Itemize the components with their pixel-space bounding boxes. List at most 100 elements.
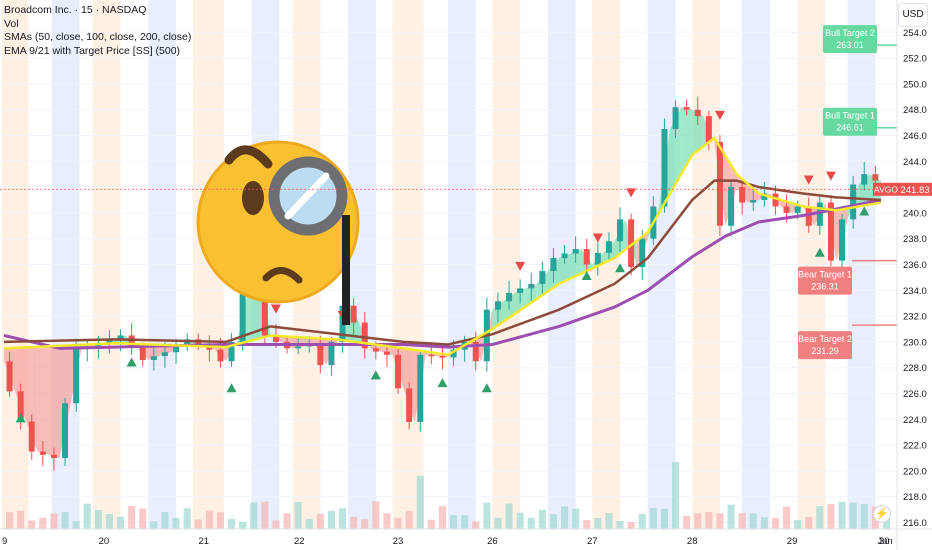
candle-body — [672, 107, 679, 130]
volume-bar — [216, 512, 224, 529]
buy-signal-marker — [581, 271, 592, 281]
volume-bar — [183, 508, 191, 529]
candle-body — [661, 129, 668, 207]
sell-signal-marker — [714, 110, 725, 120]
legend-vol[interactable]: Vol — [4, 17, 19, 30]
volume-bar — [738, 513, 746, 529]
volume-bar — [294, 501, 302, 529]
volume-bar — [61, 511, 69, 529]
candle-body — [861, 174, 868, 185]
candle-body — [506, 292, 513, 302]
time-tick-label: 20 — [99, 536, 110, 547]
ribbon-segment — [37, 346, 49, 455]
candle-body — [739, 187, 746, 203]
monocle-face-emoji — [196, 140, 360, 325]
price-tick-label: 228.0 — [903, 363, 927, 374]
currency-button[interactable]: USD — [898, 3, 928, 27]
sell-signal-marker — [803, 175, 814, 185]
legend-smas[interactable]: SMAs (50, close, 100, close, 200, close) — [4, 31, 192, 43]
candle-body — [50, 454, 57, 459]
volume-bar — [117, 516, 125, 529]
time-tick-label: 30 — [879, 536, 890, 547]
volume-bar — [705, 512, 713, 529]
candle-body — [128, 335, 135, 348]
volume-bar — [472, 521, 480, 529]
price-tick-label: 254.0 — [903, 28, 927, 39]
volume-bar — [860, 504, 868, 529]
candle-body — [472, 341, 479, 362]
buy-signal-marker — [481, 383, 492, 393]
price-tick-label: 238.0 — [903, 234, 927, 245]
candle-body — [295, 346, 302, 349]
volume-bar — [794, 520, 802, 529]
price-axis[interactable]: 216.0 218.0 220.0 222.0 224.0 226.0 228.0 230.0… — [903, 28, 927, 529]
candle-body — [594, 252, 601, 265]
volume-bar — [816, 506, 824, 529]
price-tick-label: 222.0 — [903, 441, 927, 452]
lightning-icon[interactable]: ⚡ — [873, 505, 891, 523]
price-tick-label: 240.0 — [903, 208, 927, 219]
price-tick-label: 246.0 — [903, 131, 927, 142]
volume-bar — [594, 518, 602, 529]
legend-ema[interactable]: EMA 9/21 with Target Price [SS] (500) — [4, 44, 181, 57]
candle-body — [617, 219, 624, 242]
volume-bar — [194, 519, 202, 529]
buy-signal-marker — [615, 263, 626, 273]
price-tick-label: 226.0 — [903, 389, 927, 400]
volume-bar — [150, 521, 158, 529]
volume-bar — [39, 517, 47, 529]
candle-body — [750, 199, 757, 203]
volume-bar — [128, 505, 136, 529]
volume-bar — [538, 509, 546, 529]
volume-bar — [549, 514, 557, 529]
bear-target-box — [798, 331, 852, 360]
volume-bar — [350, 516, 358, 529]
price-tick-label: 252.0 — [903, 54, 927, 65]
candle-body — [395, 354, 402, 389]
candle-body — [827, 202, 834, 261]
target-value: 246.61 — [836, 123, 864, 133]
volume-bar — [672, 461, 680, 529]
ribbon-segment — [559, 253, 571, 284]
time-tick-label: 28 — [687, 536, 698, 547]
symbol-title[interactable]: Broadcom Inc. · 15 · NASDAQ — [4, 4, 147, 16]
volume-bar — [505, 503, 513, 529]
candle-body — [572, 249, 579, 254]
volume-bar — [339, 508, 347, 529]
time-tick-label: 27 — [587, 536, 598, 547]
price-tick-label: 236.0 — [903, 260, 927, 271]
price-tick-label: 218.0 — [903, 492, 927, 503]
target-price-lines: Bull Target 2 263.01 Bull Target 1 246.61 Be… — [798, 25, 897, 360]
volume-bar — [849, 502, 857, 529]
volume-bar — [494, 517, 502, 529]
candle-body — [361, 322, 368, 349]
volume-bar — [172, 517, 180, 529]
candle-body — [772, 193, 779, 207]
volume-bar — [205, 510, 213, 529]
price-grid — [0, 31, 897, 524]
price-tick-label: 224.0 — [903, 415, 927, 426]
candle-body — [383, 351, 390, 355]
volume-bar — [683, 515, 691, 529]
price-tick-label: 248.0 — [903, 105, 927, 116]
volume-bar — [239, 521, 247, 529]
volume-bar — [316, 513, 324, 529]
candle-body — [117, 335, 124, 340]
volume-bar — [383, 513, 391, 529]
volume-bar — [561, 506, 569, 529]
candle-body — [28, 421, 35, 452]
price-tick-label: 232.0 — [903, 312, 927, 323]
candle-body — [761, 193, 768, 200]
volume-bar — [838, 501, 846, 529]
candle-body — [17, 391, 24, 422]
time-tick-label: 22 — [294, 536, 305, 547]
candle-body — [272, 335, 279, 342]
sell-signal-marker — [825, 171, 836, 181]
time-tick-label: 26 — [487, 536, 498, 547]
volume-bar — [572, 508, 580, 529]
sell-signal-marker — [515, 261, 526, 271]
time-tick-label: 9 — [2, 536, 7, 547]
volume-bar — [694, 513, 702, 529]
